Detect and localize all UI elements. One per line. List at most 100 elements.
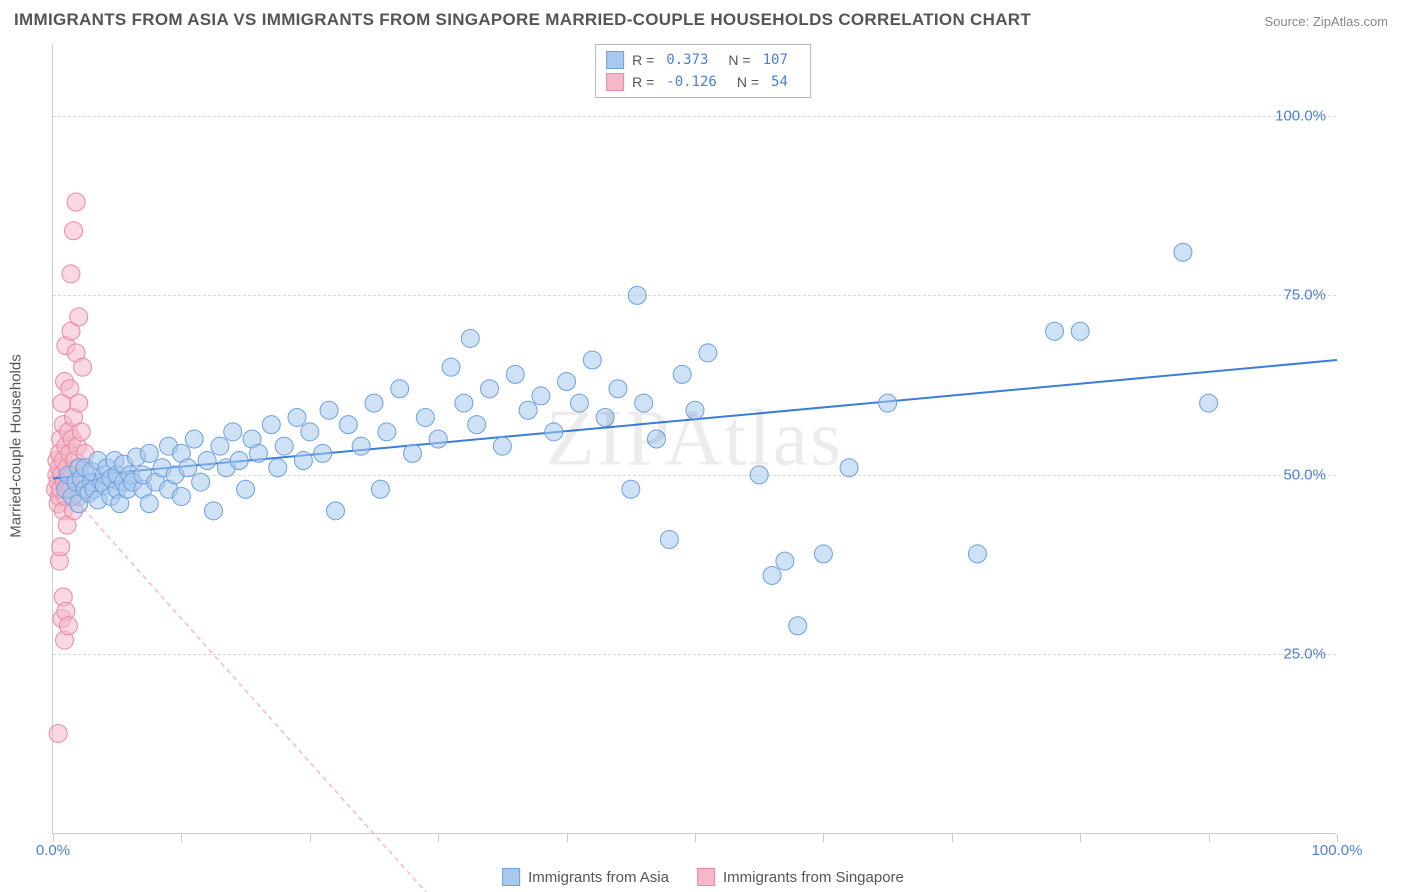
source-attribution: Source: ZipAtlas.com — [1264, 14, 1388, 29]
r-value: -0.126 — [666, 74, 717, 90]
data-point — [404, 444, 422, 462]
legend-swatch — [606, 51, 624, 69]
data-point — [65, 222, 83, 240]
gridline-vertical — [53, 834, 54, 842]
data-point — [275, 437, 293, 455]
r-value: 0.373 — [666, 52, 708, 68]
data-point — [519, 401, 537, 419]
data-point — [628, 286, 646, 304]
legend-swatch — [606, 73, 624, 91]
gridline-vertical — [952, 834, 953, 842]
data-point — [192, 473, 210, 491]
data-point — [481, 380, 499, 398]
gridline-vertical — [1209, 834, 1210, 842]
data-point — [442, 358, 460, 376]
n-value: 107 — [763, 52, 788, 68]
legend-correlation-row: R =0.373N =107 — [606, 49, 800, 71]
data-point — [52, 538, 70, 556]
n-label: N = — [728, 52, 750, 68]
data-point — [776, 552, 794, 570]
data-point — [172, 487, 190, 505]
data-point — [1200, 394, 1218, 412]
legend-correlation-row: R = -0.126 N = 54 — [606, 71, 800, 93]
data-point — [179, 459, 197, 477]
data-point — [468, 416, 486, 434]
chart-plot-area: ZIPAtlas 25.0%50.0%75.0%100.0%0.0%100.0% — [52, 44, 1336, 834]
data-point — [49, 724, 67, 742]
data-point — [365, 394, 383, 412]
data-point — [371, 480, 389, 498]
data-point — [378, 423, 396, 441]
data-point — [545, 423, 563, 441]
data-point — [62, 265, 80, 283]
data-point — [455, 394, 473, 412]
data-point — [67, 193, 85, 211]
gridline-vertical — [310, 834, 311, 842]
data-point — [352, 437, 370, 455]
chart-title: IMMIGRANTS FROM ASIA VS IMMIGRANTS FROM … — [14, 10, 1031, 30]
data-point — [429, 430, 447, 448]
x-tick-label: 100.0% — [1312, 842, 1363, 859]
data-point — [198, 452, 216, 470]
gridline-vertical — [181, 834, 182, 842]
data-point — [789, 617, 807, 635]
data-point — [140, 444, 158, 462]
data-point — [288, 408, 306, 426]
data-point — [609, 380, 627, 398]
data-point — [699, 344, 717, 362]
r-label: R = — [632, 74, 654, 90]
data-point — [269, 459, 287, 477]
data-point — [74, 358, 92, 376]
data-point — [763, 566, 781, 584]
data-point — [301, 423, 319, 441]
data-point — [596, 408, 614, 426]
data-point — [968, 545, 986, 563]
data-point — [416, 408, 434, 426]
data-point — [635, 394, 653, 412]
correlation-legend: R =0.373N =107R =-0.126N =54 — [595, 44, 811, 98]
data-point — [391, 380, 409, 398]
scatter-plot-svg — [53, 44, 1336, 833]
n-value: 54 — [771, 74, 788, 90]
data-point — [224, 423, 242, 441]
data-point — [211, 437, 229, 455]
data-point — [205, 502, 223, 520]
n-label: N = — [737, 74, 759, 90]
gridline-vertical — [1337, 834, 1338, 842]
data-point — [558, 373, 576, 391]
data-point — [70, 394, 88, 412]
gridline-vertical — [823, 834, 824, 842]
data-point — [314, 444, 332, 462]
data-point — [622, 480, 640, 498]
regression-line — [53, 475, 1337, 892]
gridline-vertical — [567, 834, 568, 842]
gridline-vertical — [438, 834, 439, 842]
data-point — [1046, 322, 1064, 340]
data-point — [506, 365, 524, 383]
data-point — [1174, 243, 1192, 261]
y-axis-label: Married-couple Households — [8, 354, 25, 537]
legend-series-item: Immigrants from Asia — [502, 868, 669, 886]
legend-series-label: Immigrants from Asia — [528, 869, 669, 886]
data-point — [339, 416, 357, 434]
data-point — [660, 531, 678, 549]
gridline-vertical — [1080, 834, 1081, 842]
data-point — [583, 351, 601, 369]
data-point — [237, 480, 255, 498]
data-point — [814, 545, 832, 563]
data-point — [326, 502, 344, 520]
data-point — [686, 401, 704, 419]
x-tick-label: 0.0% — [36, 842, 70, 859]
data-point — [647, 430, 665, 448]
data-point — [140, 495, 158, 513]
data-point — [879, 394, 897, 412]
gridline-vertical — [695, 834, 696, 842]
data-point — [570, 394, 588, 412]
legend-series-item: Immigrants from Singapore — [697, 868, 904, 886]
data-point — [532, 387, 550, 405]
data-point — [249, 444, 267, 462]
data-point — [70, 308, 88, 326]
data-point — [461, 329, 479, 347]
data-point — [750, 466, 768, 484]
legend-swatch — [697, 868, 715, 886]
